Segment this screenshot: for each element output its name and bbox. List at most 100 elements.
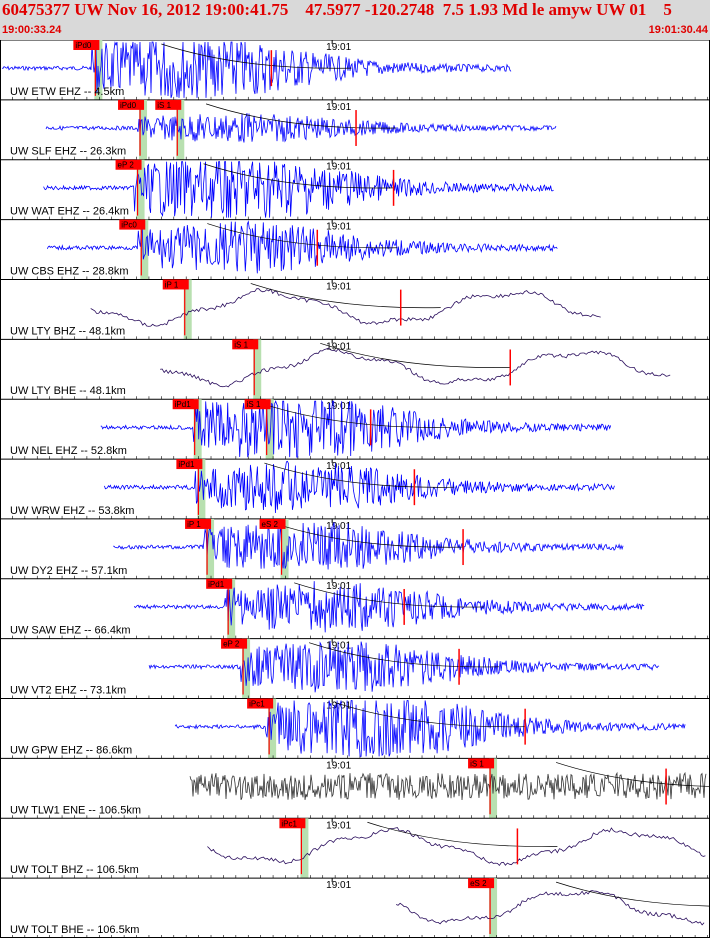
pick-box [232, 339, 259, 350]
pick-box [162, 279, 189, 290]
pick-label: eS 2 [262, 520, 279, 529]
minute-tick-label: 19:01 [326, 42, 351, 53]
pick-box [206, 578, 233, 589]
station-label: UW GPW EHZ -- 86.6km [10, 744, 132, 756]
pick-label: iPc1 [249, 700, 265, 709]
pick-label: eP 2 [223, 640, 240, 649]
station-label: UW TLW1 ENE -- 106.5km [10, 804, 141, 816]
coda-curve [207, 223, 398, 249]
station-label: UW CBS EHZ -- 28.8km [10, 265, 129, 277]
station-label: UW TOLT BHZ -- 106.5km [10, 864, 139, 876]
waveform [189, 771, 707, 801]
coda-curve [367, 821, 558, 847]
trace-row: 19:01 iP 1 UW LTY BHZ -- 48.1km [0, 278, 710, 340]
station-label: UW WRW EHZ -- 53.8km [10, 505, 134, 517]
station-label: UW SAW EHZ -- 66.4km [10, 625, 131, 637]
pick-box [119, 219, 146, 230]
coda-curve [264, 462, 455, 488]
coda-curve [205, 103, 397, 129]
pick-window [183, 279, 192, 340]
pick-box [279, 818, 306, 829]
seismogram-plot: 19:01 iPd0 UW ETW EHZ -- 4.5km 19:01 iPd0 iS … [0, 40, 710, 938]
trace-row: 19:01 eP 2 UW VT2 EHZ -- 73.1km [0, 638, 710, 699]
trace-row: 19:01 eS 2 UW TOLT BHE -- 106.5km [0, 877, 710, 938]
station-label: UW LTY BHZ -- 48.1km [10, 325, 125, 337]
minute-tick-label: 19:01 [326, 461, 351, 472]
waveform [148, 640, 660, 693]
trace-row: 19:01 iPd1 UW SAW EHZ -- 66.4km [0, 578, 710, 639]
pick-box [259, 518, 286, 529]
pick-label: iPd1 [208, 580, 225, 589]
station-label: UW LTY BHE -- 48.1km [10, 385, 126, 397]
waveform [43, 161, 554, 218]
event-title: 60475377 UW Nov 16, 2012 19:00:41.75 47.… [2, 0, 672, 19]
waveform [207, 827, 706, 867]
minute-tick-label: 19:01 [326, 281, 351, 292]
pick-window [197, 459, 206, 519]
pick-label: iP 1 [165, 280, 179, 289]
coda-curve [294, 582, 485, 608]
pick-box [172, 399, 199, 410]
pick-box [73, 40, 100, 50]
start-time: 19:00:33.24 [2, 24, 62, 36]
pick-label: iS 1 [157, 101, 171, 110]
header-bar: 60475377 UW Nov 16, 2012 19:00:41.75 47.… [0, 0, 710, 40]
pick-label: iPc1 [281, 819, 297, 828]
pick-window [489, 878, 498, 938]
minute-tick-label: 19:01 [326, 222, 351, 233]
waveform [395, 890, 705, 926]
pick-box [468, 878, 495, 889]
trace-row: 19:01 iPc0 UW CBS EHZ -- 28.8km [0, 219, 710, 280]
waveform [46, 220, 558, 274]
coda-curve [320, 343, 511, 368]
station-label: UW WAT EHZ -- 26.4km [10, 206, 129, 218]
pick-box [115, 159, 142, 170]
pick-label: eS 2 [470, 879, 487, 888]
waveform [174, 700, 686, 757]
pick-label: iS 1 [247, 400, 261, 409]
trace-row: 19:01 iPd1 UW WRW EHZ -- 53.8km [0, 458, 710, 519]
end-time: 19:01:30.44 [648, 24, 708, 36]
pick-window [227, 578, 236, 639]
coda-curve [308, 642, 500, 668]
trace-row: 19:01 iPd0 iS 1 UW SLF EHZ -- 26.3km [0, 99, 710, 160]
pick-window [280, 518, 289, 579]
waveform [100, 399, 612, 458]
pick-box [185, 518, 212, 529]
trace-row: 19:01 iPd1 iS 1 UW NEL EHZ -- 52.8km [0, 398, 710, 460]
waveform [1, 41, 512, 99]
pick-window [206, 518, 215, 579]
minute-tick-label: 19:01 [326, 341, 351, 352]
pick-label: iS 1 [470, 759, 484, 768]
pick-label: iPd0 [75, 41, 92, 50]
station-label: UW ETW EHZ -- 4.5km [10, 86, 124, 98]
trace-row: 19:01 iS 1 UW LTY BHE -- 48.1km [0, 338, 710, 400]
coda-curve [260, 402, 451, 428]
pick-window [300, 818, 309, 879]
coda-curve [272, 522, 464, 548]
pick-label: iPd0 [120, 101, 137, 110]
coda-curve [250, 283, 441, 309]
station-label: UW NEL EHZ -- 52.8km [10, 445, 127, 457]
pick-label: iPd1 [175, 400, 192, 409]
coda-curve [203, 163, 394, 189]
station-label: UW TOLT BHE -- 106.5km [10, 924, 139, 936]
coda-curve [555, 762, 710, 787]
minute-tick-label: 19:01 [326, 760, 351, 771]
pick-window [140, 219, 149, 280]
trace-row: 19:01 iS 1 UW TLW1 ENE -- 106.5km [0, 757, 710, 819]
pick-window [136, 159, 145, 220]
waveform [113, 522, 624, 570]
pick-label: eP 2 [118, 161, 135, 170]
pick-window [242, 638, 251, 699]
pick-window [253, 339, 262, 400]
waveform [104, 460, 615, 514]
waveform [45, 113, 557, 143]
coda-curve [161, 43, 352, 69]
pick-window [265, 399, 274, 460]
minute-tick-label: 19:01 [326, 581, 351, 592]
waveform [160, 347, 671, 388]
pick-box [118, 99, 145, 110]
